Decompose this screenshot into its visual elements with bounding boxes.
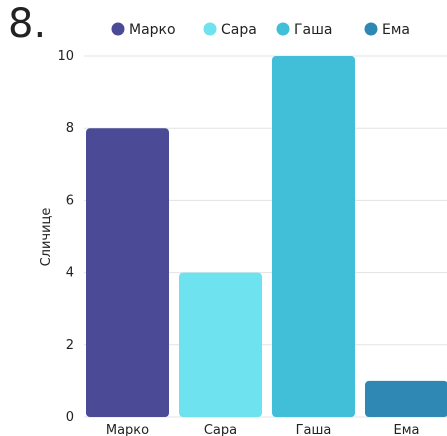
- legend-marker: [111, 22, 125, 36]
- bar-Сара: [179, 272, 262, 417]
- x-category-label: Сара: [204, 423, 237, 436]
- y-axis-label: Сличице: [39, 208, 54, 267]
- legend: Марко Сара Гаша Ема: [111, 22, 410, 38]
- x-category-label: Гаша: [296, 423, 332, 436]
- bars: [86, 56, 447, 417]
- bar-Марко: [86, 128, 169, 417]
- question-number: 8.: [8, 1, 47, 47]
- x-category-label: Марко: [106, 423, 149, 436]
- legend-label: Гаша: [294, 22, 333, 38]
- legend-label: Марко: [129, 22, 176, 38]
- legend-label: Ема: [382, 22, 410, 38]
- legend-label: Сара: [221, 22, 257, 38]
- y-tick-label: 10: [57, 49, 74, 64]
- x-category-label: Ема: [394, 423, 420, 436]
- bar-Ема: [365, 380, 447, 417]
- x-axis-categories: Марко Сара Гаша Ема: [106, 423, 420, 436]
- legend-marker: [276, 22, 290, 36]
- y-axis-ticks: 0 2 4 6 8 10: [57, 49, 74, 425]
- y-tick-label: 0: [66, 410, 74, 425]
- y-tick-label: 2: [66, 338, 74, 353]
- bar-Гаша: [272, 56, 355, 417]
- y-tick-label: 8: [66, 121, 74, 136]
- y-tick-label: 4: [66, 266, 74, 281]
- y-tick-label: 6: [66, 193, 74, 208]
- legend-marker: [203, 22, 217, 36]
- legend-marker: [364, 22, 378, 36]
